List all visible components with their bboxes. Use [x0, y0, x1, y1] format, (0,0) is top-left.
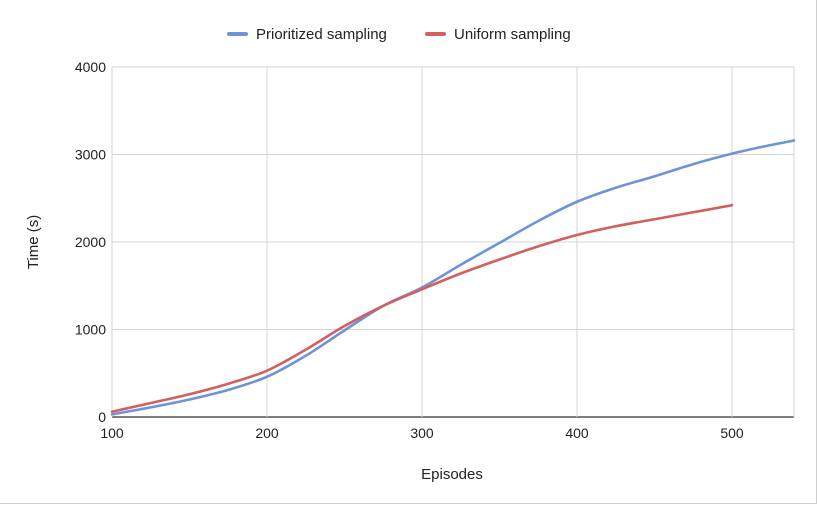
x-axis-title: Episodes — [421, 466, 483, 483]
y-tick-label: 2000 — [75, 234, 106, 250]
y-axis-title: Time (s) — [25, 215, 42, 269]
series-line-prioritized-sampling — [110, 139, 796, 416]
y-tick-label: 0 — [98, 409, 106, 425]
legend: Prioritized sampling Uniform sampling — [227, 26, 571, 43]
y-tick-label: 1000 — [75, 322, 106, 338]
x-tick-label: 100 — [100, 425, 124, 441]
y-tick-label: 3000 — [75, 147, 106, 163]
legend-label-prioritized-sampling: Prioritized sampling — [256, 26, 387, 43]
x-tick-label: 400 — [565, 425, 589, 441]
series-lines — [110, 139, 796, 416]
x-tick-label: 200 — [255, 425, 279, 441]
x-tick-label: 500 — [720, 425, 744, 441]
series-line-uniform-sampling — [110, 203, 734, 414]
legend-label-uniform-sampling: Uniform sampling — [454, 26, 571, 43]
y-tick-label: 4000 — [75, 59, 106, 75]
x-tick-label: 300 — [410, 425, 434, 441]
tick-labels: 0 1000 2000 3000 4000 100 200 300 400 500 — [75, 59, 744, 441]
grid-lines — [111, 66, 795, 418]
